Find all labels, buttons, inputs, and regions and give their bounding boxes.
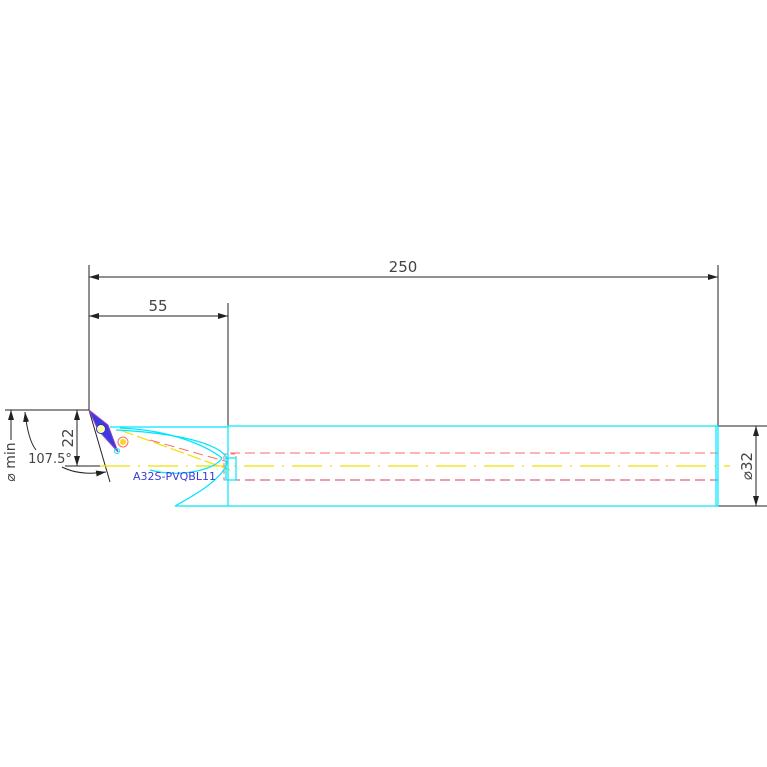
clamp-screw-center-icon	[120, 439, 126, 445]
dimension-lines	[5, 265, 767, 507]
shank	[227, 425, 719, 507]
insert-tip-icon	[114, 448, 120, 454]
dim-text-angle: 107.5°	[28, 452, 72, 467]
clamp-screw-icon	[117, 436, 129, 448]
head-profile	[115, 429, 229, 507]
insert	[88, 409, 129, 454]
angle-arc-bottom	[61, 466, 107, 477]
angle-arc-top	[23, 411, 37, 451]
dim-text-32: ⌀32	[738, 452, 756, 480]
insert-screw-icon	[96, 424, 106, 434]
dim-text-55: 55	[148, 297, 167, 315]
dim-text-min-bore: ⌀ min	[3, 442, 19, 481]
head-recess	[119, 427, 223, 474]
clamp-slot	[225, 457, 237, 481]
tool-outline	[110, 425, 719, 507]
dim-text-250: 250	[389, 258, 418, 276]
cutting-edge-line	[88, 409, 111, 483]
dim-text-22: 22	[59, 428, 77, 447]
coolant-channel-center	[119, 429, 231, 471]
coolant-channel-edge	[149, 439, 229, 463]
part-label: A32S-PVQBL11	[133, 470, 216, 483]
